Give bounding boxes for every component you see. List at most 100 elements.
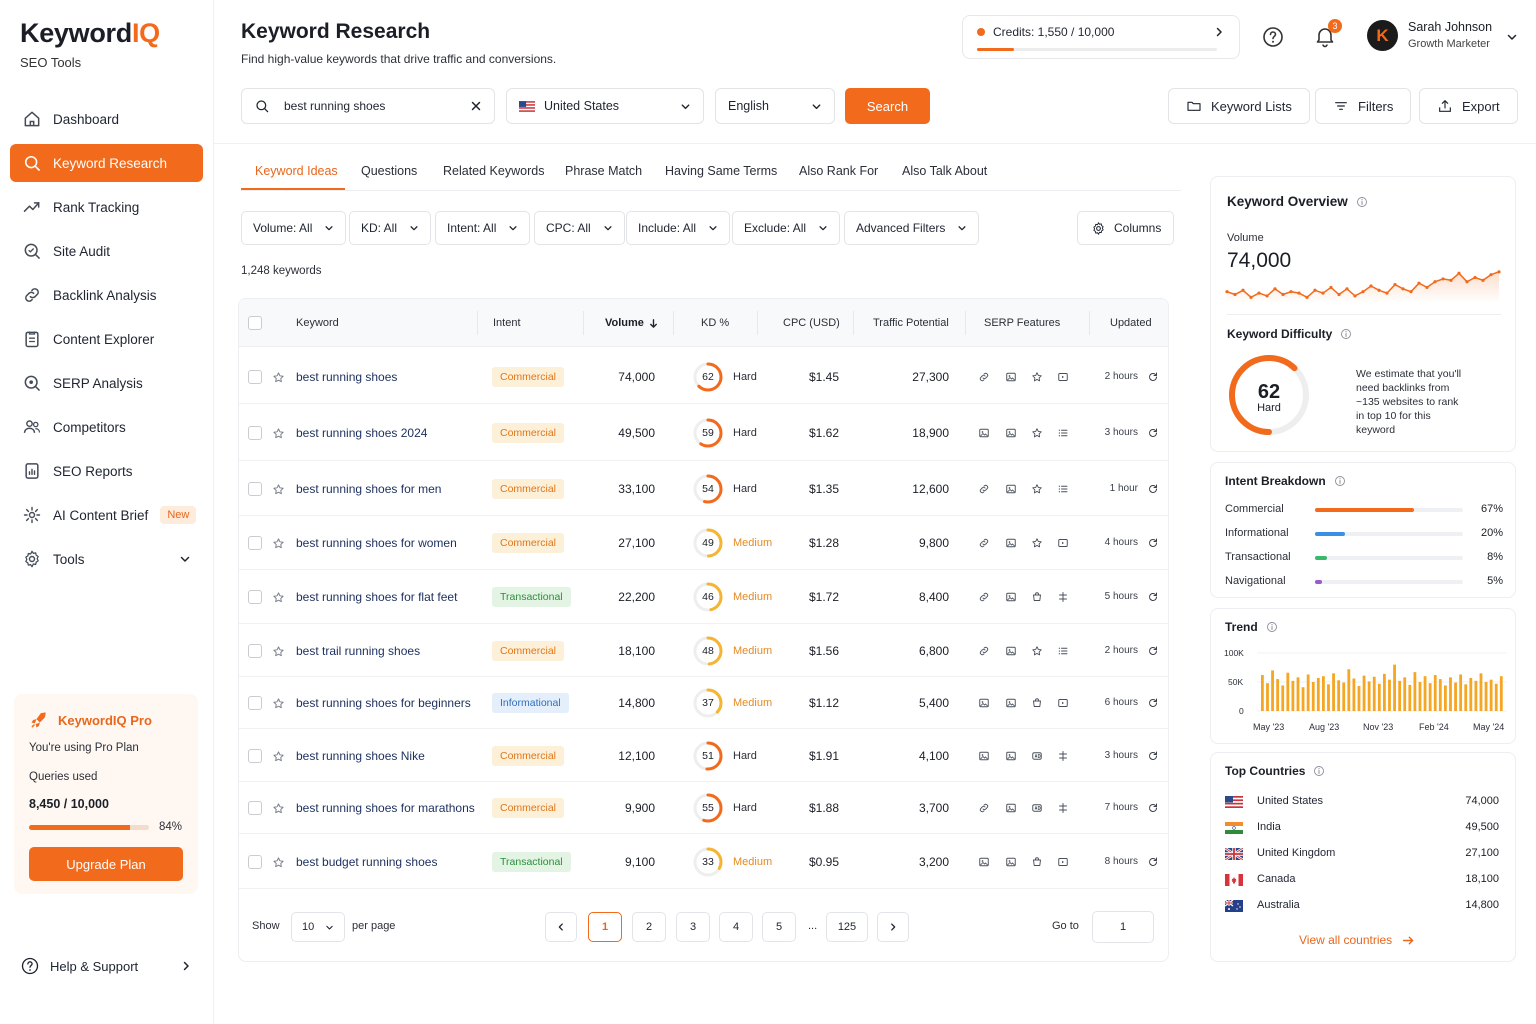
row-checkbox[interactable] <box>248 696 262 710</box>
select-all-checkbox[interactable] <box>248 316 262 330</box>
columns-button[interactable]: Columns <box>1077 211 1175 245</box>
page-button-4[interactable]: 4 <box>719 912 753 942</box>
star-icon[interactable] <box>272 427 285 440</box>
star-icon[interactable] <box>272 645 285 658</box>
col-keyword[interactable]: Keyword <box>296 317 339 329</box>
star-icon[interactable] <box>272 537 285 550</box>
export-button[interactable]: Export <box>1419 88 1518 124</box>
sidebar-item-ai-content-brief[interactable]: AI Content Brief New <box>10 496 203 534</box>
user-name[interactable]: Sarah Johnson <box>1408 20 1493 34</box>
row-checkbox[interactable] <box>248 854 262 869</box>
country-row[interactable]: India 49,500 <box>1225 820 1499 836</box>
sidebar-item-site-audit[interactable]: Site Audit <box>10 232 203 270</box>
star-icon[interactable] <box>272 856 285 869</box>
table-row[interactable]: best running shoes for beginners Informa… <box>239 677 1168 729</box>
col-updated[interactable]: Updated <box>1110 317 1152 329</box>
col-intent[interactable]: Intent <box>493 317 521 329</box>
sidebar-item-rank-tracking[interactable]: Rank Tracking <box>10 188 203 226</box>
goto-page-input[interactable]: 1 <box>1092 911 1154 943</box>
help-icon[interactable] <box>1261 25 1285 49</box>
chevron-down-icon[interactable] <box>1506 31 1518 43</box>
page-button-2[interactable]: 2 <box>632 912 666 942</box>
refresh-icon[interactable] <box>1147 371 1159 383</box>
volume-filter[interactable]: Volume: All <box>241 211 347 245</box>
brand[interactable]: KeywordIQ SEO Tools <box>20 18 160 70</box>
info-icon[interactable] <box>1340 328 1352 340</box>
sidebar-item-keyword-research[interactable]: Keyword Research <box>10 144 203 182</box>
info-icon[interactable] <box>1266 621 1278 633</box>
row-checkbox[interactable] <box>248 590 262 604</box>
sidebar-item-tools[interactable]: Tools <box>10 540 203 578</box>
language-select[interactable]: English <box>715 88 835 124</box>
keyword-link[interactable]: best running shoes for flat feet <box>296 590 458 604</box>
sidebar-item-seo-reports[interactable]: SEO Reports <box>10 452 203 490</box>
tab-related-keywords[interactable]: Related Keywords <box>443 164 545 178</box>
country-row[interactable]: Australia 14,800 <box>1225 898 1499 914</box>
refresh-icon[interactable] <box>1147 537 1159 549</box>
refresh-icon[interactable] <box>1147 697 1159 709</box>
page-button-last[interactable]: 125 <box>826 912 868 942</box>
col-volume[interactable]: Volume <box>605 317 644 329</box>
per-page-select[interactable]: 10 <box>291 912 345 942</box>
table-row[interactable]: best running shoes Commercial 74,000 62 … <box>239 349 1168 404</box>
keyword-link[interactable]: best running shoes for marathons <box>296 801 475 815</box>
table-row[interactable]: best running shoes for marathons Commerc… <box>239 782 1168 834</box>
cpc-filter[interactable]: CPC: All <box>534 211 625 245</box>
table-row[interactable]: best running shoes for women Commercial … <box>239 516 1168 570</box>
star-icon[interactable] <box>272 483 285 496</box>
star-icon[interactable] <box>272 591 285 604</box>
refresh-icon[interactable] <box>1147 427 1159 439</box>
tab-also-talk-about[interactable]: Also Talk About <box>902 164 988 178</box>
country-row[interactable]: United States 74,000 <box>1225 794 1499 810</box>
upgrade-plan-button[interactable]: Upgrade Plan <box>29 847 183 881</box>
view-all-countries-link[interactable]: View all countries <box>1299 933 1415 947</box>
row-checkbox[interactable] <box>248 425 262 440</box>
keyword-link[interactable]: best running shoes Nike <box>296 748 425 763</box>
refresh-icon[interactable] <box>1147 483 1159 495</box>
include-filter[interactable]: Include: All <box>626 211 731 245</box>
keyword-link[interactable]: best running shoes for beginners <box>296 696 471 710</box>
search-button[interactable]: Search <box>845 88 930 124</box>
info-icon[interactable] <box>1356 196 1368 208</box>
tab-phrase-match[interactable]: Phrase Match <box>565 164 643 178</box>
exclude-filter[interactable]: Exclude: All <box>732 211 841 245</box>
tab-questions[interactable]: Questions <box>361 164 418 178</box>
keyword-search-input[interactable]: best running shoes <box>241 88 495 124</box>
filters-button[interactable]: Filters <box>1315 88 1412 124</box>
country-select[interactable]: United States <box>506 88 704 124</box>
table-row[interactable]: best running shoes for flat feet Transac… <box>239 570 1168 624</box>
star-icon[interactable] <box>272 697 285 710</box>
keyword-link[interactable]: best running shoes <box>296 369 398 384</box>
col-kd[interactable]: KD % <box>701 317 730 329</box>
star-icon[interactable] <box>272 750 285 763</box>
row-checkbox[interactable] <box>248 748 262 763</box>
country-row[interactable]: United Kingdom 27,100 <box>1225 846 1499 862</box>
table-row[interactable]: best budget running shoes Transactional … <box>239 834 1168 889</box>
search-query[interactable]: best running shoes <box>284 99 386 113</box>
row-checkbox[interactable] <box>248 643 262 658</box>
refresh-icon[interactable] <box>1147 645 1159 657</box>
sidebar-item-competitors[interactable]: Competitors <box>10 408 203 446</box>
country-row[interactable]: Canada 18,100 <box>1225 872 1499 888</box>
page-button-1[interactable]: 1 <box>588 912 622 942</box>
refresh-icon[interactable] <box>1147 856 1159 868</box>
keyword-link[interactable]: best budget running shoes <box>296 854 438 869</box>
tab-keyword-ideas[interactable]: Keyword Ideas <box>255 164 338 178</box>
advanced-filters[interactable]: Advanced Filters <box>844 211 980 245</box>
close-icon[interactable] <box>470 100 482 112</box>
refresh-icon[interactable] <box>1147 802 1159 814</box>
star-icon[interactable] <box>272 802 285 815</box>
avatar[interactable]: K <box>1367 20 1398 51</box>
intent-filter[interactable]: Intent: All <box>435 211 531 245</box>
row-checkbox[interactable] <box>248 536 262 550</box>
info-icon[interactable] <box>1313 765 1325 777</box>
row-checkbox[interactable] <box>248 801 262 815</box>
keyword-link[interactable]: best trail running shoes <box>296 643 421 658</box>
sidebar-item-serp-analysis[interactable]: SERP Analysis <box>10 364 203 402</box>
keyword-link[interactable]: best running shoes for women <box>296 536 457 550</box>
sort-desc-icon[interactable] <box>648 318 659 329</box>
col-serp-features[interactable]: SERP Features <box>984 317 1061 329</box>
refresh-icon[interactable] <box>1147 591 1159 603</box>
credits-widget[interactable]: Credits: 1,550 / 10,000 <box>962 15 1240 59</box>
info-icon[interactable] <box>1334 475 1346 487</box>
